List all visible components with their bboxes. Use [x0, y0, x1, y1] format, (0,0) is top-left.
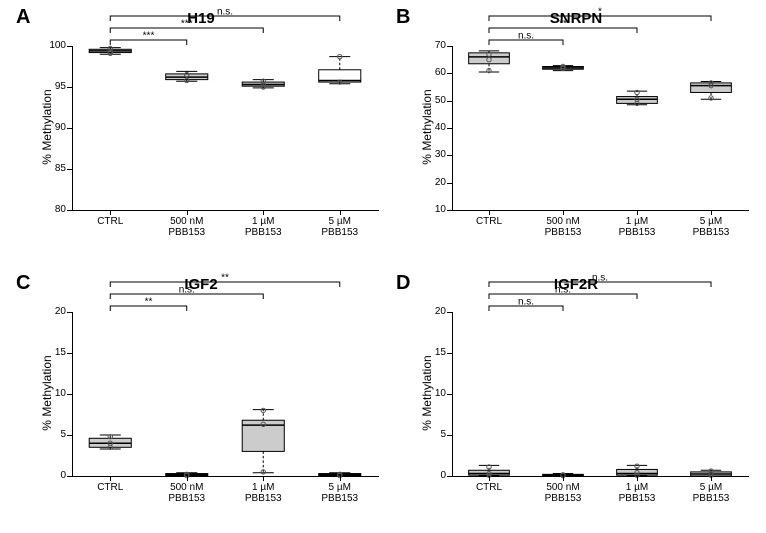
ytick-label: 95 — [42, 81, 66, 92]
ytick-label: 20 — [422, 177, 446, 188]
ytick-label: 70 — [422, 40, 446, 51]
ytick-label: 40 — [422, 122, 446, 133]
ytick-label: 15 — [42, 347, 66, 358]
ytick-label: 100 — [42, 40, 66, 51]
xtick-label: 500 nMPBB153 — [157, 482, 217, 504]
sig-label: ** — [559, 19, 567, 30]
sig-label: n.s. — [518, 31, 534, 42]
xtick-label: 1 µMPBB153 — [607, 482, 667, 504]
xtick-label: 1 µMPBB153 — [607, 216, 667, 238]
xtick-mark — [187, 210, 188, 215]
ytick-label: 30 — [422, 149, 446, 160]
xtick-mark — [489, 210, 490, 215]
ytick-label: 0 — [422, 470, 446, 481]
xtick-label: 1 µMPBB153 — [233, 216, 293, 238]
xtick-label: 5 µMPBB153 — [310, 482, 370, 504]
xtick-label: 5 µMPBB153 — [681, 482, 741, 504]
ytick-label: 5 — [42, 429, 66, 440]
ytick-label: 80 — [42, 204, 66, 215]
sig-label: n.s. — [555, 285, 571, 296]
sig-label: * — [598, 7, 602, 18]
xtick-mark — [637, 476, 638, 481]
ytick-label: 20 — [422, 306, 446, 317]
ytick-label: 10 — [42, 388, 66, 399]
xtick-label: CTRL — [80, 216, 140, 227]
xtick-mark — [637, 210, 638, 215]
sig-label: n.s. — [217, 7, 233, 18]
sig-label: ** — [145, 297, 153, 308]
xtick-label: 500 nMPBB153 — [533, 482, 593, 504]
panel-B: BSNRPN% Methylation10203040506070n.s.***… — [396, 6, 756, 262]
xtick-mark — [711, 476, 712, 481]
ytick-label: 5 — [422, 429, 446, 440]
xtick-mark — [340, 210, 341, 215]
xtick-label: 500 nMPBB153 — [157, 216, 217, 238]
xtick-label: CTRL — [80, 482, 140, 493]
sig-label: *** — [143, 31, 155, 42]
ytick-label: 10 — [422, 388, 446, 399]
xtick-label: 1 µMPBB153 — [233, 482, 293, 504]
xtick-label: CTRL — [459, 482, 519, 493]
sig-label: n.s. — [518, 297, 534, 308]
xtick-label: CTRL — [459, 216, 519, 227]
xtick-mark — [110, 476, 111, 481]
ytick-label: 90 — [42, 122, 66, 133]
panel-A: AH19% Methylation80859095100******n.s.CT… — [16, 6, 386, 262]
sig-label: ** — [221, 273, 229, 284]
sig-label: n.s. — [179, 285, 195, 296]
ytick-label: 20 — [42, 306, 66, 317]
xtick-mark — [187, 476, 188, 481]
ytick-label: 0 — [42, 470, 66, 481]
ytick-label: 15 — [422, 347, 446, 358]
sig-label: *** — [181, 19, 193, 30]
ytick-label: 60 — [422, 67, 446, 78]
xtick-label: 5 µMPBB153 — [681, 216, 741, 238]
xtick-mark — [263, 210, 264, 215]
xtick-mark — [563, 210, 564, 215]
sig-label: n.s. — [592, 273, 608, 284]
ytick-label: 50 — [422, 95, 446, 106]
panel-C: CIGF2% Methylation05101520**n.s.**CTRL50… — [16, 272, 386, 528]
xtick-mark — [711, 210, 712, 215]
xtick-mark — [489, 476, 490, 481]
panel-D: DIGF2R% Methylation05101520n.s.n.s.n.s.C… — [396, 272, 756, 528]
ytick-label: 85 — [42, 163, 66, 174]
xtick-mark — [110, 210, 111, 215]
ytick-label: 10 — [422, 204, 446, 215]
xtick-label: 5 µMPBB153 — [310, 216, 370, 238]
xtick-mark — [563, 476, 564, 481]
xtick-mark — [340, 476, 341, 481]
figure: AH19% Methylation80859095100******n.s.CT… — [0, 0, 766, 533]
xtick-label: 500 nMPBB153 — [533, 216, 593, 238]
xtick-mark — [263, 476, 264, 481]
